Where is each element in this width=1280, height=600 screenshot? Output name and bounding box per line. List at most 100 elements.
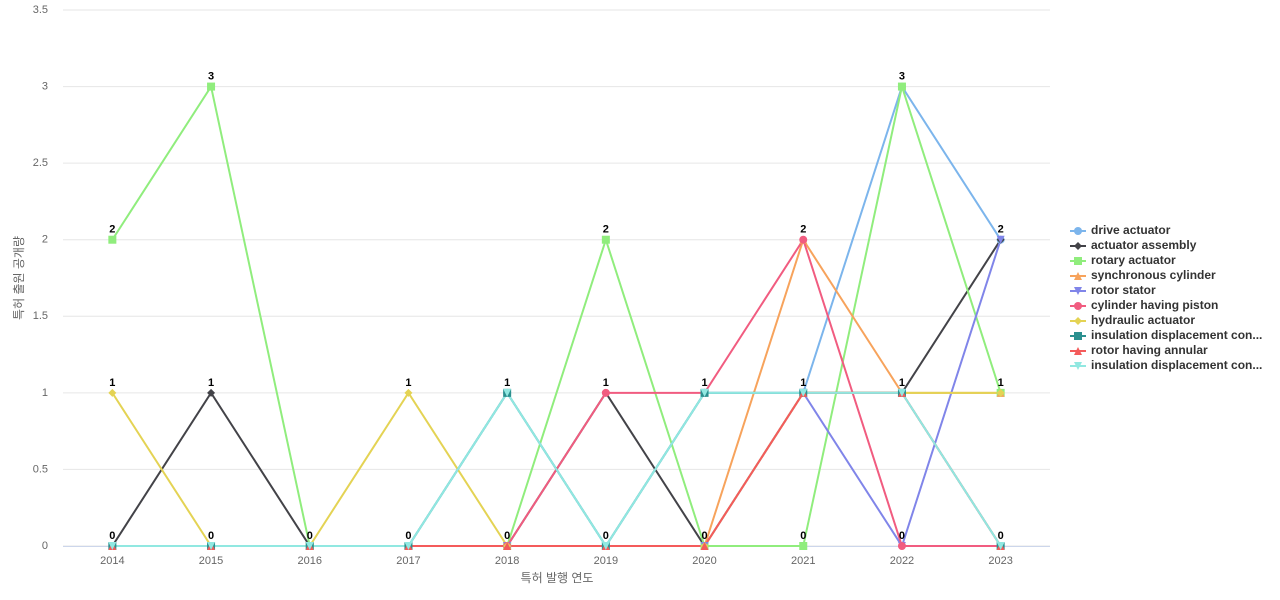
legend-label: insulation displacement con... bbox=[1091, 328, 1262, 342]
point-marker bbox=[207, 82, 216, 91]
legend-item[interactable]: cylinder having piston bbox=[1070, 298, 1218, 312]
y-tick-label: 3.5 bbox=[33, 4, 48, 16]
y-tick-label: 1 bbox=[42, 387, 48, 399]
point-marker bbox=[897, 82, 906, 91]
point-marker bbox=[108, 388, 117, 397]
legend-marker bbox=[1074, 332, 1082, 340]
point-marker bbox=[404, 388, 413, 397]
legend-item[interactable]: insulation displacement con... bbox=[1070, 358, 1262, 372]
legend-marker bbox=[1074, 287, 1082, 295]
point-marker bbox=[996, 235, 1005, 244]
data-label: 2 bbox=[109, 224, 115, 236]
data-label: 1 bbox=[701, 377, 707, 389]
legend-label: cylinder having piston bbox=[1091, 298, 1218, 312]
data-label: 0 bbox=[307, 530, 313, 542]
legend-marker bbox=[1074, 302, 1082, 310]
x-tick-label: 2020 bbox=[692, 555, 716, 567]
legend-item[interactable]: hydraulic actuator bbox=[1070, 313, 1195, 327]
data-label: 1 bbox=[603, 377, 609, 389]
data-label: 3 bbox=[208, 70, 214, 82]
legend-item[interactable]: rotary actuator bbox=[1070, 253, 1176, 267]
legend-item[interactable]: synchronous cylinder bbox=[1070, 268, 1216, 282]
legend-label: synchronous cylinder bbox=[1091, 268, 1216, 282]
point-marker bbox=[305, 542, 314, 550]
y-tick-label: 3 bbox=[42, 80, 48, 92]
x-tick-label: 2014 bbox=[100, 555, 124, 567]
point-marker bbox=[700, 388, 709, 397]
x-tick-label: 2016 bbox=[298, 555, 322, 567]
data-label: 2 bbox=[998, 224, 1004, 236]
legend-marker bbox=[1074, 317, 1082, 325]
x-tick-label: 2023 bbox=[988, 555, 1012, 567]
x-axis-title: 특허 발행 연도 bbox=[521, 570, 594, 585]
data-label: 1 bbox=[998, 377, 1004, 389]
legend-item[interactable]: rotor having annular bbox=[1070, 343, 1208, 357]
data-label: 1 bbox=[800, 377, 806, 389]
y-tick-label: 0.5 bbox=[33, 463, 48, 475]
x-tick-label: 2017 bbox=[396, 555, 420, 567]
data-label: 1 bbox=[208, 377, 214, 389]
data-label: 0 bbox=[998, 530, 1004, 542]
legend-marker bbox=[1074, 362, 1082, 370]
legend-label: drive actuator bbox=[1091, 223, 1171, 237]
data-label: 0 bbox=[899, 530, 905, 542]
data-label: 1 bbox=[109, 377, 115, 389]
point-marker bbox=[503, 388, 512, 397]
point-marker bbox=[799, 388, 808, 397]
legend-item[interactable]: insulation displacement con... bbox=[1070, 328, 1262, 342]
legend-marker bbox=[1074, 272, 1082, 280]
legend-item[interactable]: rotor stator bbox=[1070, 283, 1156, 297]
data-label: 0 bbox=[701, 530, 707, 542]
y-axis-title: 특허 출원 공개량 bbox=[12, 236, 26, 320]
point-marker bbox=[996, 542, 1005, 550]
data-label: 0 bbox=[603, 530, 609, 542]
legend-label: rotary actuator bbox=[1091, 253, 1176, 267]
x-tick-label: 2019 bbox=[594, 555, 618, 567]
data-label: 0 bbox=[405, 530, 411, 542]
data-label: 0 bbox=[504, 530, 510, 542]
data-label: 2 bbox=[800, 224, 806, 236]
legend-marker bbox=[1074, 227, 1082, 235]
legend-marker bbox=[1074, 257, 1082, 265]
series-line bbox=[112, 391, 1002, 548]
point-marker bbox=[897, 542, 906, 550]
point-marker bbox=[207, 542, 216, 550]
point-marker bbox=[601, 235, 610, 244]
point-marker bbox=[700, 542, 709, 550]
point-marker bbox=[108, 542, 117, 550]
data-label: 0 bbox=[800, 530, 806, 542]
point-marker bbox=[799, 542, 808, 550]
point-marker bbox=[503, 542, 512, 550]
point-marker bbox=[207, 388, 216, 397]
y-tick-label: 2.5 bbox=[33, 157, 48, 169]
point-marker bbox=[799, 235, 808, 244]
legend-item[interactable]: actuator assembly bbox=[1070, 238, 1197, 252]
legend-label: rotor stator bbox=[1091, 283, 1156, 297]
data-label: 1 bbox=[899, 377, 905, 389]
y-tick-label: 1.5 bbox=[33, 310, 48, 322]
data-label: 2 bbox=[603, 224, 609, 236]
point-marker bbox=[404, 542, 413, 550]
data-label: 0 bbox=[109, 530, 115, 542]
x-tick-label: 2018 bbox=[495, 555, 519, 567]
point-marker bbox=[601, 542, 610, 550]
y-tick-label: 0 bbox=[42, 540, 48, 552]
x-tick-label: 2021 bbox=[791, 555, 815, 567]
legend-marker bbox=[1074, 347, 1082, 355]
x-tick-label: 2022 bbox=[890, 555, 914, 567]
point-marker bbox=[108, 235, 117, 244]
legend-label: insulation displacement con... bbox=[1091, 358, 1262, 372]
data-label: 1 bbox=[405, 377, 411, 389]
x-tick-label: 2015 bbox=[199, 555, 223, 567]
legend-item[interactable]: drive actuator bbox=[1070, 223, 1171, 237]
y-tick-label: 2 bbox=[42, 234, 48, 246]
point-marker bbox=[897, 388, 906, 397]
legend-label: rotor having annular bbox=[1091, 343, 1208, 357]
point-marker bbox=[601, 388, 610, 397]
data-label: 3 bbox=[899, 70, 905, 82]
data-label: 1 bbox=[504, 377, 510, 389]
data-label: 0 bbox=[208, 530, 214, 542]
point-marker bbox=[996, 388, 1005, 397]
legend-label: actuator assembly bbox=[1091, 238, 1197, 252]
